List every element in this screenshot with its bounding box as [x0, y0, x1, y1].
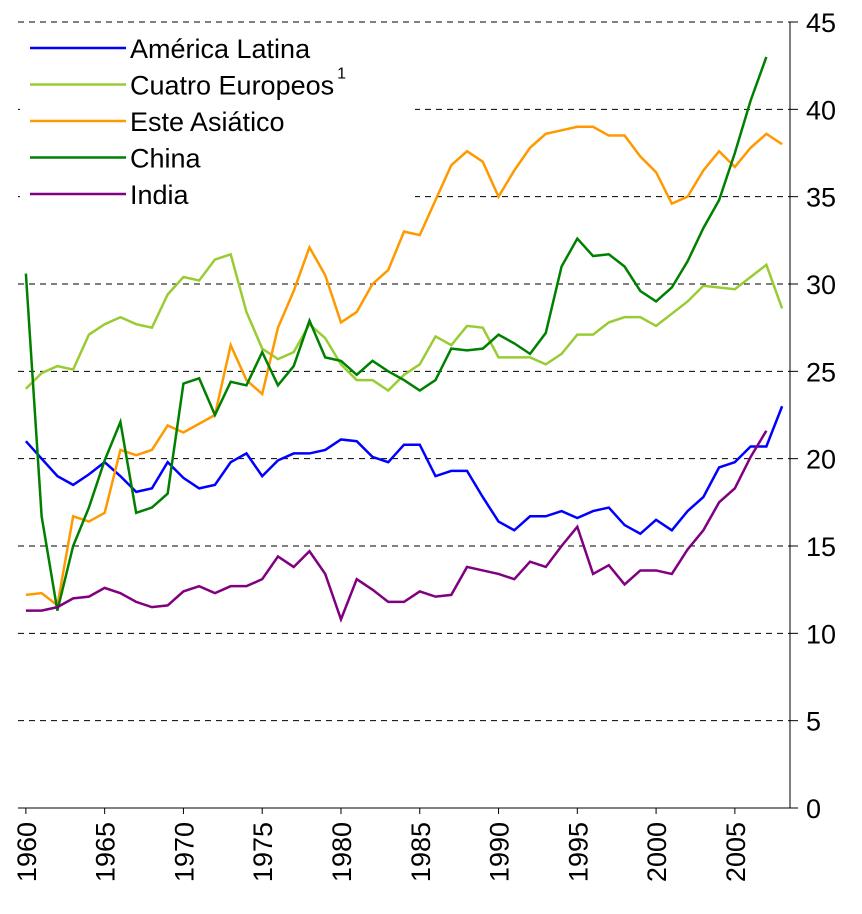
- y-tick-label: 20: [806, 445, 836, 475]
- legend-footnote: 1: [337, 66, 346, 83]
- series-line: [24, 405, 784, 536]
- x-tick-label: 1970: [169, 822, 199, 882]
- y-tick-label: 40: [806, 95, 836, 125]
- series-line: [24, 56, 768, 611]
- x-tick-label: 2005: [721, 822, 751, 882]
- legend-label: India: [130, 180, 190, 210]
- y-tick-label: 45: [806, 8, 836, 38]
- legend-label: China: [130, 144, 202, 174]
- x-tick-label: 1960: [12, 822, 42, 882]
- y-tick-label: 15: [806, 532, 836, 562]
- series-line: [25, 430, 768, 623]
- x-tick-label: 1990: [485, 822, 515, 882]
- y-tick-label: 35: [806, 183, 836, 213]
- legend-label: América Latina: [130, 34, 311, 64]
- x-tick-label: 1980: [327, 822, 357, 882]
- x-tick-label: 1965: [91, 822, 121, 882]
- y-tick-label: 0: [806, 794, 821, 824]
- y-tick-label: 10: [806, 619, 836, 649]
- series-line: [25, 125, 783, 608]
- y-tick-label: 25: [806, 357, 836, 387]
- legend-label: Cuatro Europeos: [130, 71, 334, 101]
- x-tick-label: 1995: [563, 822, 593, 882]
- series-line: [24, 252, 784, 393]
- x-tick-label: 1975: [248, 822, 278, 882]
- y-tick-label: 5: [806, 707, 821, 737]
- x-tick-label: 1985: [406, 822, 436, 882]
- y-tick-label: 30: [806, 270, 836, 300]
- x-tick-label: 2000: [642, 822, 672, 882]
- legend-label: Este Asiático: [130, 107, 285, 137]
